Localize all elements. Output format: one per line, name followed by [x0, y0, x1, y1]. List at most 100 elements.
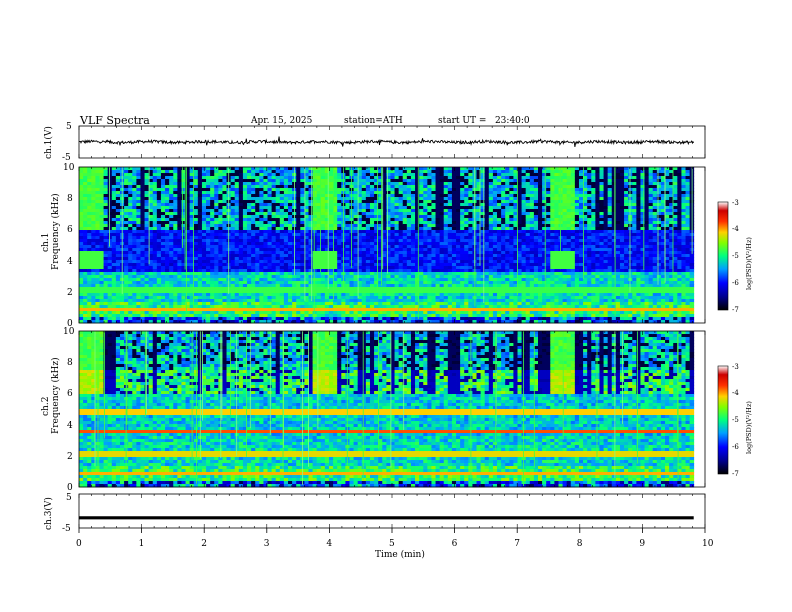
spectrogram-cell	[247, 245, 252, 249]
spectrogram-cell	[181, 182, 186, 186]
spectrogram-cell	[361, 182, 367, 186]
spectrogram-cell	[345, 242, 350, 246]
spectrogram-cell	[300, 179, 305, 183]
spectrogram-cell	[247, 188, 252, 192]
spectrogram-cell	[283, 230, 289, 234]
spectrogram-cell	[324, 320, 330, 324]
spectrogram-cell	[374, 188, 379, 192]
spectrogram-cell	[169, 206, 174, 210]
spectrogram-cell	[263, 173, 268, 177]
spectrogram-cell	[394, 296, 400, 300]
spectrogram-cell	[304, 287, 309, 291]
spectrogram-cell	[247, 197, 252, 201]
spectrogram-cell	[247, 248, 252, 252]
spectrogram-cell	[218, 179, 223, 183]
spectrogram-cell	[128, 269, 133, 273]
spectrogram-cell	[419, 197, 424, 201]
spectrogram-cell	[378, 224, 383, 228]
spectrogram-cell	[443, 218, 449, 222]
spectrogram-cell	[247, 290, 252, 294]
spectrogram-cell	[169, 257, 174, 261]
spectrogram-cell	[419, 278, 424, 282]
spectrogram-cell	[230, 254, 236, 258]
spectrogram-cell	[173, 293, 178, 297]
spectrogram-cell	[345, 260, 350, 264]
spectrogram-cell	[283, 185, 289, 189]
spectrogram-cell	[320, 236, 326, 240]
spectrogram-cell	[173, 260, 178, 264]
spectrogram-cell	[165, 320, 170, 324]
spectrogram-cell	[345, 296, 350, 300]
spectrogram-cell	[353, 233, 359, 237]
spectrogram-cell	[124, 212, 129, 216]
spectrogram-cell	[275, 320, 281, 324]
spectrogram-cell	[267, 311, 273, 315]
spectrogram-cell	[124, 239, 129, 243]
spectrogram-cell	[328, 170, 334, 174]
spectrogram-cell	[451, 245, 457, 249]
spectrogram-cell	[95, 236, 100, 240]
spectrogram-cell	[304, 233, 309, 237]
spectrogram-cell	[201, 302, 207, 306]
spectrogram-cell	[128, 173, 133, 177]
spectrogram-cell	[218, 215, 223, 219]
spectrogram-cell	[132, 263, 137, 267]
spectrogram-cell	[427, 176, 432, 180]
spectrogram-cell	[357, 188, 363, 192]
spectrogram-cell	[443, 260, 449, 264]
spectrogram-cell	[185, 188, 191, 192]
spectrogram-cell	[242, 224, 248, 228]
spectrogram-cell	[357, 284, 363, 288]
spectrogram-cell	[435, 311, 441, 315]
spectrogram-cell	[374, 260, 379, 264]
spectrogram-cell	[160, 233, 166, 237]
spectrogram-cell	[378, 197, 383, 201]
spectrogram-cell	[201, 227, 207, 231]
spectrogram-cell	[83, 191, 88, 195]
spectrogram-cell	[152, 218, 158, 222]
spectrogram-cell	[406, 254, 412, 258]
spectrogram-cell	[132, 260, 137, 264]
spectrogram-cell	[185, 317, 191, 321]
spectrogram-cell	[316, 167, 322, 171]
spectrogram-cell	[156, 320, 162, 324]
spectrogram-cell	[361, 275, 367, 279]
spectrogram-cell	[87, 185, 92, 189]
spectrogram-cell	[390, 182, 395, 186]
spectrogram-cell	[230, 197, 236, 201]
spectrogram-cell	[95, 263, 100, 267]
spectrogram-cell	[345, 269, 350, 273]
spectrogram-cell	[304, 215, 309, 219]
spectrogram-cell	[234, 302, 240, 306]
spectrogram-cell	[308, 212, 313, 216]
spectrogram-cell	[390, 308, 395, 312]
spectrogram-cell	[296, 278, 301, 282]
spectrogram-cell	[234, 188, 240, 192]
spectrogram-cell	[300, 194, 305, 198]
spectrogram-cell	[447, 203, 453, 207]
spectrogram-cell	[111, 215, 117, 219]
spectrogram-cell	[402, 227, 408, 231]
spectrogram-cell	[263, 194, 268, 198]
spectrogram-cell	[238, 230, 244, 234]
spectrogram-cell	[316, 230, 322, 234]
spectrogram-cell	[173, 200, 178, 204]
spectrogram-cell	[431, 197, 436, 201]
spectrogram-cell	[91, 260, 96, 264]
spectrogram-cell	[263, 248, 268, 252]
spectrogram-cell	[189, 245, 195, 249]
spectrogram-cell	[378, 167, 383, 171]
spectrogram-cell	[353, 191, 359, 195]
spectrogram-cell	[251, 269, 256, 273]
spectrogram-cell	[304, 221, 309, 225]
spectrogram-cell	[410, 203, 416, 207]
spectrogram-cell	[468, 194, 473, 198]
spectrogram-cell	[197, 206, 203, 210]
spectrogram-cell	[333, 317, 338, 321]
spectrogram-cell	[173, 278, 178, 282]
spectrogram-cell	[259, 197, 264, 201]
spectrogram-cell	[95, 191, 100, 195]
spectrogram-cell	[464, 224, 469, 228]
spectrogram-cell	[222, 173, 227, 177]
spectrogram-cell	[271, 200, 277, 204]
